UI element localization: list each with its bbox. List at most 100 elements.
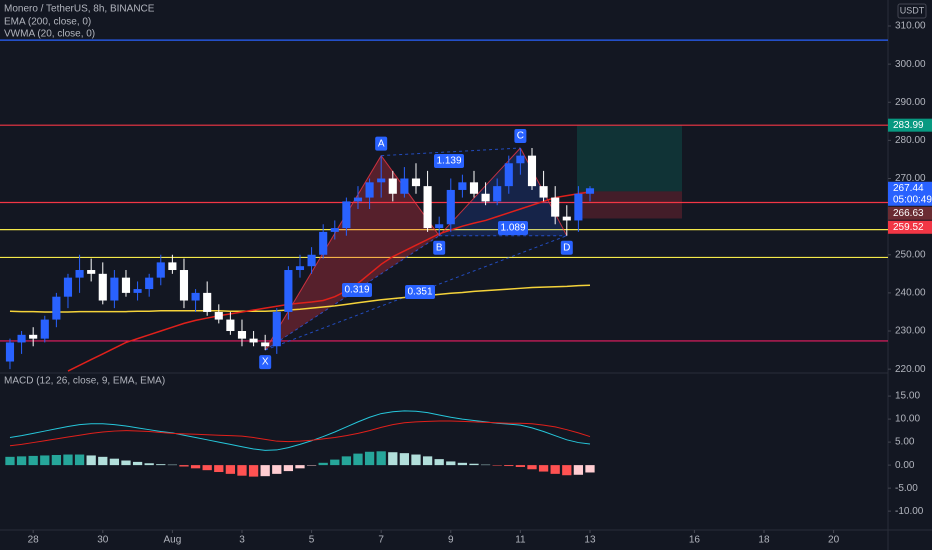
y-tick-label: 310.00 [895, 21, 926, 32]
histogram-bar [504, 465, 514, 467]
y-tick-label: 220.00 [895, 364, 926, 375]
x-tick-label: 28 [28, 535, 40, 546]
candle-body [411, 178, 421, 187]
pattern-point-label: A [378, 138, 385, 149]
price-badge-label: 266.63 [893, 208, 924, 219]
candle-body [388, 178, 397, 194]
histogram-bar [318, 462, 328, 466]
histogram-bar [376, 451, 386, 466]
legend-entry: EMA (200, close, 0) [4, 17, 91, 28]
x-tick-label: Aug [163, 535, 181, 546]
y-tick-label: 15.00 [895, 391, 920, 402]
pattern-xab [265, 155, 440, 351]
currency-label: USDT [900, 5, 925, 15]
histogram-bar [295, 465, 305, 469]
candle-body [585, 188, 595, 194]
macd-title: MACD (12, 26, close, 9, EMA, EMA) [4, 376, 165, 387]
candle-body [539, 186, 548, 198]
ratio-box [405, 285, 435, 299]
histogram-bar [179, 465, 189, 467]
candle-body [75, 270, 84, 278]
candle-body [562, 216, 571, 221]
y-tick-label: 10.00 [895, 414, 920, 425]
candle-body [145, 277, 154, 290]
histogram-bar [330, 459, 340, 466]
histogram-bar [272, 465, 282, 474]
pattern-point-box [375, 136, 388, 151]
histogram-bar [422, 456, 433, 466]
histogram-bar [40, 455, 50, 466]
histogram-bar [353, 453, 363, 466]
candle-body [504, 163, 513, 187]
histogram-bar [283, 465, 294, 472]
candle-body [377, 178, 386, 183]
candle-body [156, 262, 165, 278]
pattern-point-label: X [262, 357, 269, 368]
candle-body [342, 201, 351, 229]
candle-body [226, 319, 235, 332]
candle-body [214, 311, 223, 320]
y-tick-label: 230.00 [895, 326, 926, 337]
price-badge [888, 220, 932, 234]
legend-entry: VWMA (20, close, 0) [4, 29, 95, 40]
candle-body [458, 182, 467, 190]
candle-body [63, 277, 73, 297]
histogram-bar [434, 459, 444, 466]
x-tick-label: 5 [309, 535, 315, 546]
histogram-bar [63, 454, 73, 466]
candle-body [110, 277, 119, 301]
ratio-label: 1.089 [500, 223, 525, 234]
y-tick-label: 290.00 [895, 97, 926, 108]
ratio-box [434, 154, 464, 168]
histogram-bar [86, 455, 96, 466]
candle-body [353, 197, 363, 202]
pattern-point-label: D [563, 242, 570, 253]
candle-body [284, 270, 293, 312]
candle-body [574, 193, 583, 221]
y-tick-label: 280.00 [895, 135, 926, 146]
candle-body [261, 342, 270, 347]
candle-body [249, 338, 258, 343]
indicator-line [67, 191, 591, 372]
candle-body [29, 334, 38, 339]
candle-body [52, 296, 61, 320]
currency-box[interactable] [897, 3, 927, 19]
x-tick-label: 30 [97, 535, 109, 546]
ratio-label: 1.139 [436, 156, 461, 167]
histogram-bar [411, 454, 421, 466]
candle-body [527, 155, 537, 187]
pattern-bcd [439, 148, 567, 236]
candle-body [133, 289, 142, 293]
histogram-bar [248, 465, 259, 477]
x-tick-label: 11 [515, 535, 526, 546]
histogram-bar [74, 454, 85, 466]
pattern-point-label: B [436, 242, 443, 253]
candle-body [121, 277, 131, 293]
candle-body [365, 182, 374, 198]
pattern-ratio-line [381, 147, 521, 157]
histogram-bar [562, 465, 572, 476]
candle-body [400, 178, 409, 194]
ratio-box [342, 283, 372, 297]
candle-body [319, 231, 328, 255]
y-tick-label: 300.00 [895, 59, 926, 70]
price-badge-label: 283.99 [893, 120, 924, 131]
y-tick-label: -10.00 [895, 506, 924, 517]
indicator-line [9, 284, 591, 313]
histogram-bar [388, 452, 398, 466]
x-tick-label: 13 [584, 535, 596, 546]
candle-body [179, 270, 189, 301]
ratio-label: 0.319 [344, 285, 369, 296]
x-tick-label: 9 [448, 535, 454, 546]
pattern-point-box [259, 355, 272, 370]
pattern-point-box [560, 240, 573, 255]
histogram-bar [5, 456, 15, 466]
histogram-bar [341, 456, 352, 466]
pattern-point-box [433, 240, 446, 255]
histogram-bar [121, 460, 131, 466]
histogram-bar [585, 465, 595, 473]
candle-body [423, 186, 432, 229]
y-tick-label: 240.00 [895, 288, 926, 299]
pattern-point-label: C [517, 131, 524, 142]
